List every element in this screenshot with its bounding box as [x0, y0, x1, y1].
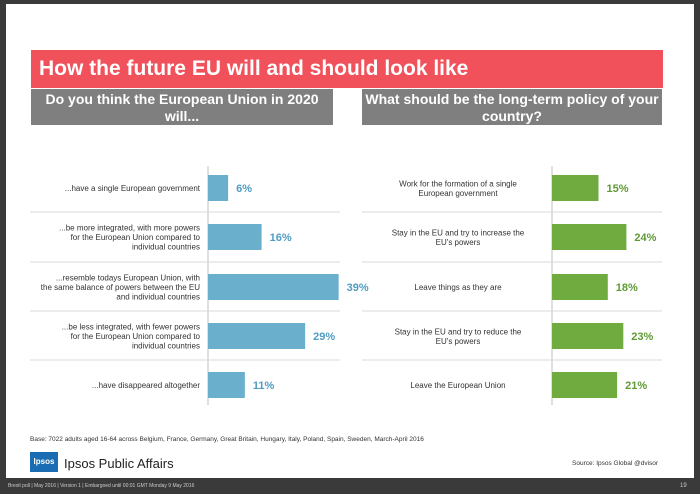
- right-category-label: Work for the formation of a single Europe…: [399, 179, 517, 198]
- right-category-label: Stay in the EU and try to increase the EU…: [392, 228, 525, 247]
- left-category-label: ...be less integrated, with fewer powers…: [62, 323, 201, 351]
- right-bar: [552, 323, 624, 349]
- right-category-label: Leave the European Union: [410, 381, 505, 390]
- base-note: Base: 7022 adults aged 16-64 across Belg…: [30, 436, 424, 443]
- right-value-label: 23%: [631, 331, 653, 343]
- right-category-label: Stay in the EU and try to reduce the EU's…: [395, 327, 522, 346]
- slide-title: How the future EU will and should look l…: [31, 50, 663, 88]
- left-category-label: ...resemble todays European Union, with t…: [41, 274, 200, 302]
- right-value-label: 24%: [634, 232, 656, 244]
- right-bar: [552, 274, 608, 300]
- right-value-label: 21%: [625, 380, 647, 392]
- left-bar: [208, 274, 339, 300]
- left-value-label: 6%: [236, 183, 252, 195]
- left-category-label: ...have a single European government: [65, 184, 201, 193]
- left-category-label: ...have disappeared altogether: [92, 381, 200, 390]
- right-bar: [552, 224, 627, 250]
- right-value-label: 18%: [616, 282, 638, 294]
- left-bar: [208, 323, 306, 349]
- left-value-label: 29%: [313, 331, 335, 343]
- right-value-label: 15%: [607, 183, 629, 195]
- brand-name: Ipsos Public Affairs: [64, 456, 174, 471]
- left-question-header: Do you think the European Union in 2020 …: [31, 89, 333, 125]
- left-bar: [208, 175, 229, 201]
- left-value-label: 39%: [347, 282, 369, 294]
- ipsos-logo: Ipsos: [30, 452, 58, 472]
- right-bar: [552, 372, 618, 398]
- footer-text: Brexit poll | May 2016 | Version 1 | Emb…: [8, 483, 195, 489]
- source-note: Source: Ipsos Global @dvisor: [572, 460, 659, 467]
- page-number: 19: [680, 483, 687, 489]
- left-bar: [208, 224, 262, 250]
- right-question-header: What should be the long-term policy of y…: [362, 89, 662, 125]
- right-bar: [552, 175, 599, 201]
- left-category-label: ...be more integrated, with more powers f…: [59, 224, 200, 252]
- right-category-label: Leave things as they are: [414, 283, 502, 292]
- left-value-label: 11%: [253, 380, 275, 392]
- left-value-label: 16%: [270, 232, 292, 244]
- left-bar: [208, 372, 245, 398]
